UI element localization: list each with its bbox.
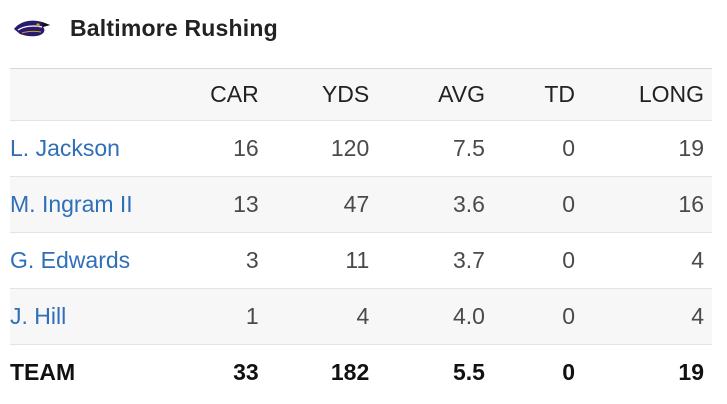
stat-td: 0 bbox=[562, 191, 576, 217]
stat-long: 16 bbox=[678, 191, 704, 217]
table-row: L. Jackson 16 120 7.5 0 19 bbox=[10, 120, 712, 177]
table-header-row: CAR YDS AVG TD LONG bbox=[10, 68, 712, 121]
table-row: M. Ingram II 13 47 3.6 0 16 bbox=[10, 176, 712, 233]
stat-avg: 3.7 bbox=[452, 247, 485, 273]
stat-car: 3 bbox=[245, 247, 259, 273]
table-row: J. Hill 1 4 4.0 0 4 bbox=[10, 288, 712, 345]
stat-car: 16 bbox=[233, 135, 259, 161]
player-link[interactable]: L. Jackson bbox=[10, 135, 120, 161]
team-total-row: TEAM 33 182 5.5 0 19 bbox=[10, 344, 712, 401]
stat-yds: 11 bbox=[345, 247, 370, 273]
stats-header: Baltimore Rushing bbox=[12, 8, 278, 48]
total-yds: 182 bbox=[330, 359, 370, 386]
stat-avg: 4.0 bbox=[452, 303, 485, 329]
stat-yds: 120 bbox=[330, 135, 370, 161]
stat-long: 4 bbox=[691, 303, 704, 329]
stat-long: 19 bbox=[678, 135, 704, 161]
stat-yds: 47 bbox=[343, 191, 370, 217]
stat-avg: 3.6 bbox=[452, 191, 485, 217]
table-row: G. Edwards 3 11 3.7 0 4 bbox=[10, 232, 712, 289]
column-header-player bbox=[10, 69, 196, 121]
column-header-long[interactable]: LONG bbox=[638, 81, 704, 107]
stat-car: 13 bbox=[233, 191, 259, 217]
player-link[interactable]: J. Hill bbox=[10, 303, 67, 329]
rushing-stats-table: CAR YDS AVG TD LONG L. Jackson 16 120 7.… bbox=[10, 68, 712, 401]
total-avg: 5.5 bbox=[452, 359, 485, 386]
column-header-td[interactable]: TD bbox=[544, 81, 576, 107]
stat-car: 1 bbox=[245, 303, 259, 329]
stat-td: 0 bbox=[562, 303, 576, 329]
stat-long: 4 bbox=[691, 247, 704, 273]
column-header-yds[interactable]: YDS bbox=[321, 81, 370, 107]
page-title: Baltimore Rushing bbox=[70, 14, 278, 41]
team-total-label: TEAM bbox=[10, 359, 76, 386]
stat-td: 0 bbox=[562, 135, 576, 161]
column-header-avg[interactable]: AVG bbox=[438, 81, 485, 107]
total-car: 33 bbox=[233, 359, 259, 386]
total-long: 19 bbox=[678, 359, 704, 386]
stat-td: 0 bbox=[562, 247, 576, 273]
ravens-logo-icon bbox=[12, 15, 52, 41]
stat-yds: 4 bbox=[356, 303, 370, 329]
column-header-car[interactable]: CAR bbox=[210, 81, 259, 107]
player-link[interactable]: G. Edwards bbox=[10, 247, 131, 273]
stat-avg: 7.5 bbox=[452, 135, 485, 161]
player-link[interactable]: M. Ingram II bbox=[10, 191, 133, 217]
total-td: 0 bbox=[562, 359, 576, 386]
